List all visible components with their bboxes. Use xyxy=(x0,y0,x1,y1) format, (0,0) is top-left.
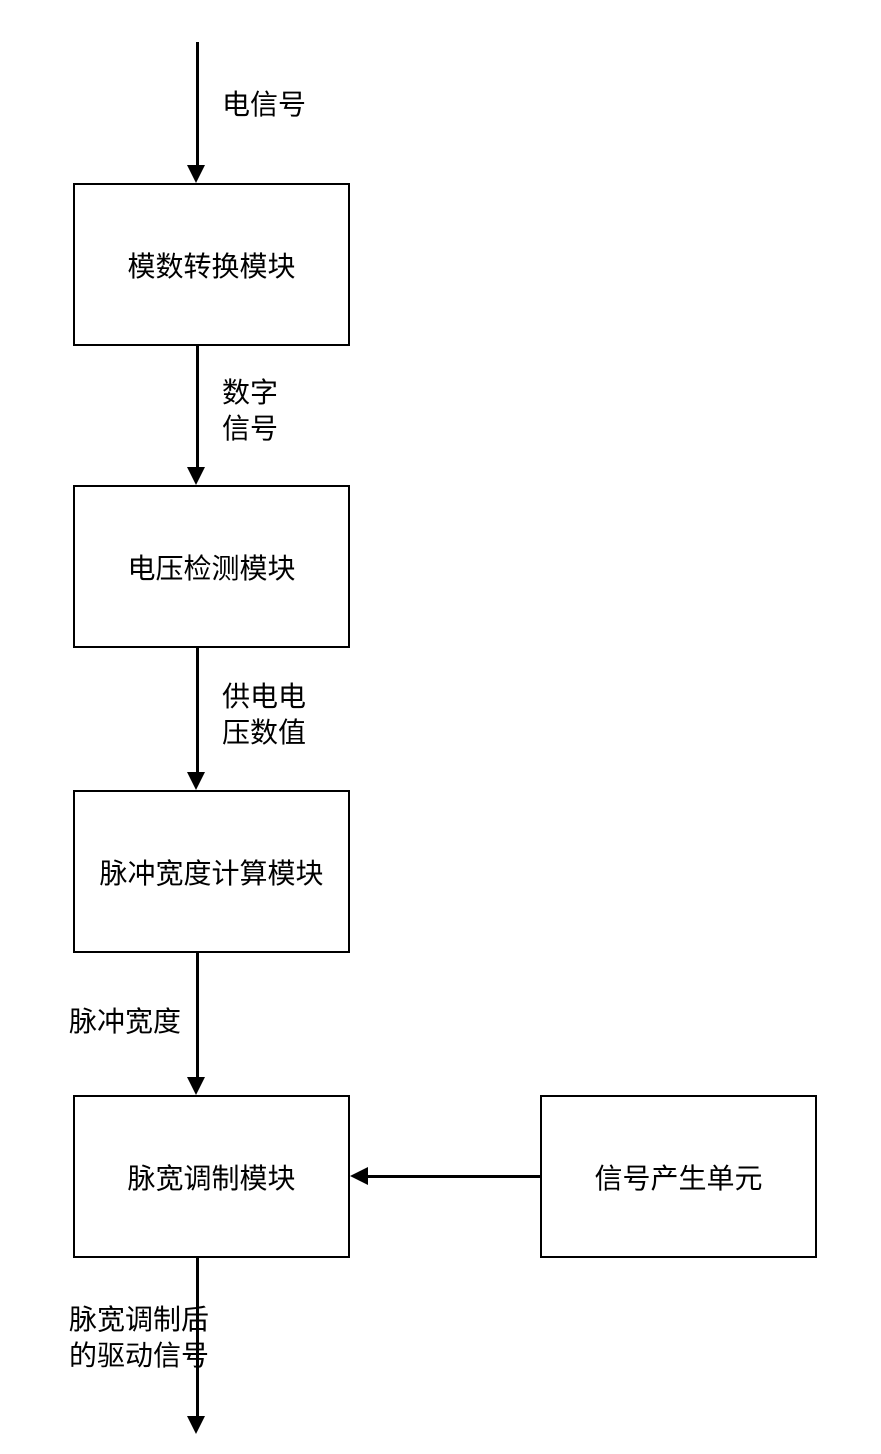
node-pwm: 脉宽调制模块 xyxy=(73,1095,350,1258)
node-adc: 模数转换模块 xyxy=(73,183,350,346)
node-label: 信号产生单元 xyxy=(594,1157,762,1197)
node-signal-gen: 信号产生单元 xyxy=(540,1095,817,1258)
edge-label: 供电电 压数值 xyxy=(222,680,306,753)
flowchart-container: 模数转换模块 电压检测模块 脉冲宽度计算模块 脉宽调制模块 信号产生单元 电信号… xyxy=(0,0,881,1454)
edge-line xyxy=(196,346,199,467)
edge-label: 数字 信号 xyxy=(222,376,278,449)
arrow-head-down-icon xyxy=(187,1077,205,1095)
node-label: 模数转换模块 xyxy=(127,245,295,285)
edge-label: 电信号 xyxy=(222,88,306,124)
edge-label: 脉宽调制后 的驱动信号 xyxy=(69,1303,209,1376)
node-label: 脉冲宽度计算模块 xyxy=(99,852,323,892)
arrow-head-down-icon xyxy=(187,467,205,485)
edge-line xyxy=(368,1175,540,1178)
edge-line xyxy=(196,42,199,165)
arrow-head-down-icon xyxy=(187,1416,205,1434)
edge-line xyxy=(196,953,199,1077)
arrow-head-left-icon xyxy=(350,1167,368,1185)
arrow-head-down-icon xyxy=(187,165,205,183)
node-voltage-detect: 电压检测模块 xyxy=(73,485,350,648)
arrow-head-down-icon xyxy=(187,772,205,790)
node-label: 脉宽调制模块 xyxy=(127,1157,295,1197)
node-pulse-width-calc: 脉冲宽度计算模块 xyxy=(73,790,350,953)
edge-line xyxy=(196,648,199,772)
node-label: 电压检测模块 xyxy=(127,547,295,587)
edge-label: 脉冲宽度 xyxy=(69,1005,181,1041)
